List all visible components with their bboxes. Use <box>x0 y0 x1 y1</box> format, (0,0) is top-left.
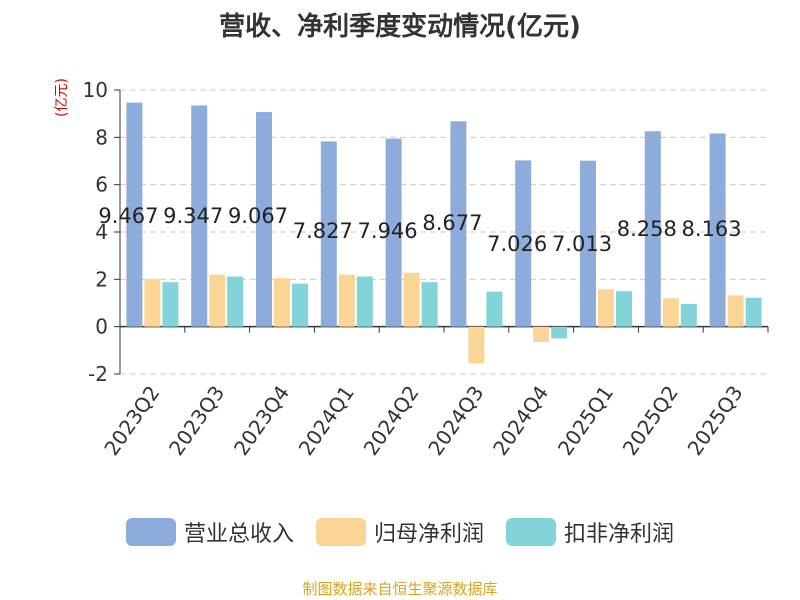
y-tick-label: 4 <box>95 220 108 244</box>
y-tick-label: 8 <box>95 125 108 149</box>
bar-revenue[interactable] <box>515 160 532 327</box>
bar-deducted-profit[interactable] <box>551 326 568 339</box>
bar-net-profit[interactable] <box>274 278 290 327</box>
bar-deducted-profit[interactable] <box>680 303 697 327</box>
bars <box>126 102 762 364</box>
x-tick-label: 2025Q1 <box>553 381 618 460</box>
bar-revenue[interactable] <box>644 131 661 327</box>
legend: 营业总收入 归母净利润 扣非净利润 <box>0 516 800 548</box>
legend-item-deducted-profit[interactable]: 扣非净利润 <box>506 516 674 548</box>
bar-net-profit[interactable] <box>533 326 550 343</box>
legend-swatch-net-profit <box>315 518 366 546</box>
bar-net-profit[interactable] <box>662 298 679 327</box>
legend-swatch-revenue <box>125 518 176 546</box>
bar-deducted-profit[interactable] <box>486 291 503 327</box>
data-label: 7.946 <box>358 219 418 243</box>
bar-revenue[interactable] <box>385 138 402 327</box>
data-label: 9.067 <box>228 204 288 228</box>
chart-title: 营收、净利季度变动情况(亿元) <box>219 12 581 42</box>
bar-deducted-profit[interactable] <box>227 276 244 327</box>
bar-revenue[interactable] <box>126 102 143 327</box>
bar-revenue[interactable] <box>709 133 726 327</box>
x-tick-label: 2025Q3 <box>683 381 748 460</box>
bar-revenue[interactable] <box>191 105 208 327</box>
bar-net-profit[interactable] <box>727 295 744 327</box>
bar-deducted-profit[interactable] <box>162 282 179 327</box>
bar-deducted-profit[interactable] <box>356 276 373 327</box>
bar-deducted-profit[interactable] <box>745 297 762 327</box>
bar-revenue[interactable] <box>580 160 596 327</box>
y-tick-label: 0 <box>95 315 108 339</box>
bar-revenue[interactable] <box>256 112 272 327</box>
data-label: 7.026 <box>487 232 547 256</box>
bar-revenue[interactable] <box>450 121 467 327</box>
x-tick-label: 2023Q2 <box>99 381 164 460</box>
legend-swatch-deducted-profit <box>506 518 556 546</box>
y-axis-label: (亿元) <box>54 78 70 117</box>
y-tick-label: 2 <box>95 267 108 291</box>
bar-net-profit[interactable] <box>144 278 161 327</box>
x-tick-label: 2023Q4 <box>229 381 294 460</box>
bar-net-profit[interactable] <box>598 289 614 327</box>
data-label: 8.677 <box>422 211 482 235</box>
bar-deducted-profit[interactable] <box>421 282 438 327</box>
legend-label-deducted-profit: 扣非净利润 <box>564 522 675 547</box>
bar-net-profit[interactable] <box>209 274 226 327</box>
data-label: 7.827 <box>293 219 353 243</box>
x-tick-label: 2024Q2 <box>359 381 424 460</box>
legend-label-net-profit: 归母净利润 <box>373 522 484 547</box>
y-tick-label: 6 <box>95 173 108 197</box>
bar-net-profit[interactable] <box>338 274 355 327</box>
bar-net-profit[interactable] <box>403 272 420 327</box>
bar-revenue[interactable] <box>320 141 337 327</box>
bar-net-profit[interactable] <box>468 326 485 364</box>
x-tick-label: 2024Q1 <box>294 381 359 460</box>
data-label: 9.467 <box>98 204 158 228</box>
x-tick-label: 2025Q2 <box>618 381 683 460</box>
data-label: 7.013 <box>552 232 612 256</box>
data-label: 9.347 <box>163 204 223 228</box>
legend-item-revenue[interactable]: 营业总收入 <box>125 516 294 548</box>
bar-deducted-profit[interactable] <box>292 283 308 327</box>
legend-label-revenue: 营业总收入 <box>183 522 294 547</box>
x-tick-label: 2024Q4 <box>488 381 553 460</box>
data-label: 8.163 <box>682 217 742 241</box>
y-tick-label: 10 <box>83 78 108 102</box>
x-tick-label: 2023Q3 <box>164 381 229 460</box>
y-tick-label: -2 <box>88 362 108 386</box>
x-tick-label: 2024Q3 <box>423 381 488 460</box>
data-label: 8.258 <box>617 217 677 241</box>
bar-deducted-profit[interactable] <box>616 291 632 327</box>
legend-item-net-profit[interactable]: 归母净利润 <box>315 516 484 548</box>
data-source-note: 制图数据来自恒生聚源数据库 <box>302 580 498 598</box>
